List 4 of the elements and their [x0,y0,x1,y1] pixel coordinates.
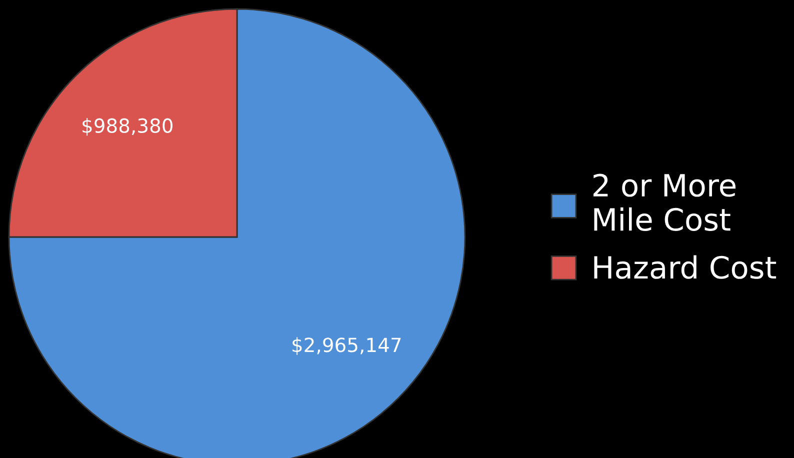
legend-label: Hazard Cost [594,255,776,279]
data-label: $2,965,147 [292,337,401,355]
data-label: $988,380 [82,118,172,136]
legend-label: 2 or More Mile Cost [594,174,736,232]
